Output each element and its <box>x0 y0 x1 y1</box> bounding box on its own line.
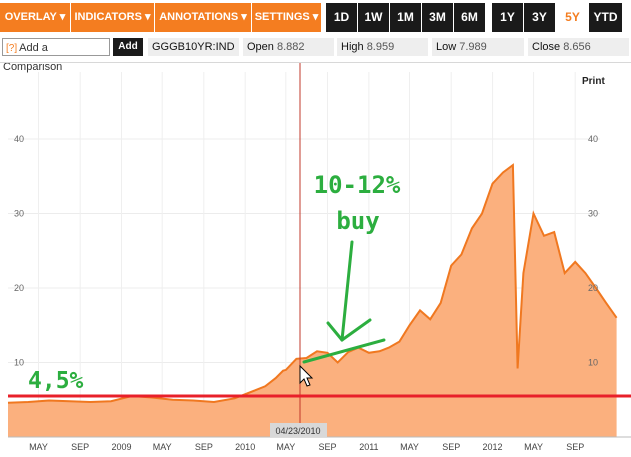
x-tick-label: MAY <box>153 442 172 452</box>
low-label: Low <box>436 41 457 53</box>
high-stat: High 8.959 <box>337 38 428 56</box>
x-tick-label: 2010 <box>235 442 255 452</box>
low-value: 7.989 <box>459 41 487 53</box>
range-1w-button[interactable]: 1W <box>358 3 389 32</box>
high-label: High <box>341 41 364 53</box>
buy-arrow-head-right <box>340 318 372 342</box>
buy-arrow-shaft <box>340 240 354 342</box>
comparison-placeholder: Add a Comparison <box>3 42 63 73</box>
high-value: 8.959 <box>366 41 395 53</box>
x-tick-label: 2009 <box>111 442 131 452</box>
chart-toolbar: OVERLAY ▾ INDICATORS ▾ ANNOTATIONS ▾ SET… <box>0 0 631 35</box>
y-tick-label-left: 40 <box>14 134 24 144</box>
x-tick-label: SEP <box>71 442 89 452</box>
open-stat: Open 8.882 <box>243 38 334 56</box>
overlay-menu[interactable]: OVERLAY ▾ <box>0 3 71 32</box>
y-tick-label-right: 30 <box>588 209 598 219</box>
annotation-buy-range: 10-12% <box>314 171 401 199</box>
y-tick-label-right: 20 <box>588 283 598 293</box>
print-link[interactable]: Print <box>582 76 605 87</box>
ticker-symbol: GGGB10YR:IND <box>148 38 239 56</box>
x-tick-label: 2012 <box>483 442 503 452</box>
x-tick-label: SEP <box>442 442 460 452</box>
crosshair-date-box <box>270 423 327 437</box>
x-tick-label: MAY <box>400 442 419 452</box>
x-tick-label: SEP <box>566 442 584 452</box>
toolbar-divider <box>0 62 631 63</box>
comparison-input[interactable]: [?] Add a Comparison <box>2 38 110 73</box>
y-tick-label-right: 40 <box>588 134 598 144</box>
buy-zone-line <box>302 338 386 364</box>
annotation-level-label: 4,5% <box>28 368 84 394</box>
price-line <box>7 163 618 404</box>
x-tick-label: SEP <box>319 442 337 452</box>
range-ytd-button[interactable]: YTD <box>589 3 622 32</box>
add-comparison-button[interactable]: Add <box>113 38 143 56</box>
ticker-row: [?] Add a Comparison Add GGGB10YR:IND Ope… <box>0 36 631 73</box>
help-icon[interactable]: [?] <box>6 43 18 54</box>
settings-menu[interactable]: SETTINGS ▾ <box>252 3 322 32</box>
buy-arrow-annotation <box>302 240 386 364</box>
y-tick-label-left: 30 <box>14 209 24 219</box>
crosshair-date: 04/23/2010 <box>275 426 320 436</box>
y-tick-label-left: 10 <box>14 358 24 368</box>
x-tick-label: SEP <box>195 442 213 452</box>
open-label: Open <box>247 41 274 53</box>
range-5y-button[interactable]: 5Y <box>557 3 588 32</box>
price-area <box>8 165 617 437</box>
range-1y-button[interactable]: 1Y <box>492 3 523 32</box>
close-value: 8.656 <box>563 41 591 53</box>
close-label: Close <box>532 41 561 53</box>
buy-arrow-head-left <box>326 321 344 342</box>
mouse-cursor-icon <box>299 364 314 387</box>
x-tick-label: MAY <box>524 442 543 452</box>
open-value: 8.882 <box>276 41 305 53</box>
y-tick-label-right: 10 <box>588 358 598 368</box>
x-tick-label: MAY <box>276 442 295 452</box>
x-tick-label: MAY <box>29 442 48 452</box>
range-6m-button[interactable]: 6M <box>454 3 485 32</box>
close-stat: Close 8.656 <box>528 38 629 56</box>
range-1d-button[interactable]: 1D <box>326 3 357 32</box>
annotations-menu[interactable]: ANNOTATIONS ▾ <box>155 3 252 32</box>
annotation-buy-word: buy <box>336 207 379 235</box>
indicators-menu[interactable]: INDICATORS ▾ <box>71 3 155 32</box>
range-1m-button[interactable]: 1M <box>390 3 421 32</box>
x-tick-label: 2011 <box>359 442 378 452</box>
y-tick-label-left: 20 <box>14 283 24 293</box>
range-3m-button[interactable]: 3M <box>422 3 453 32</box>
low-stat: Low 7.989 <box>432 38 524 56</box>
range-3y-button[interactable]: 3Y <box>524 3 555 32</box>
